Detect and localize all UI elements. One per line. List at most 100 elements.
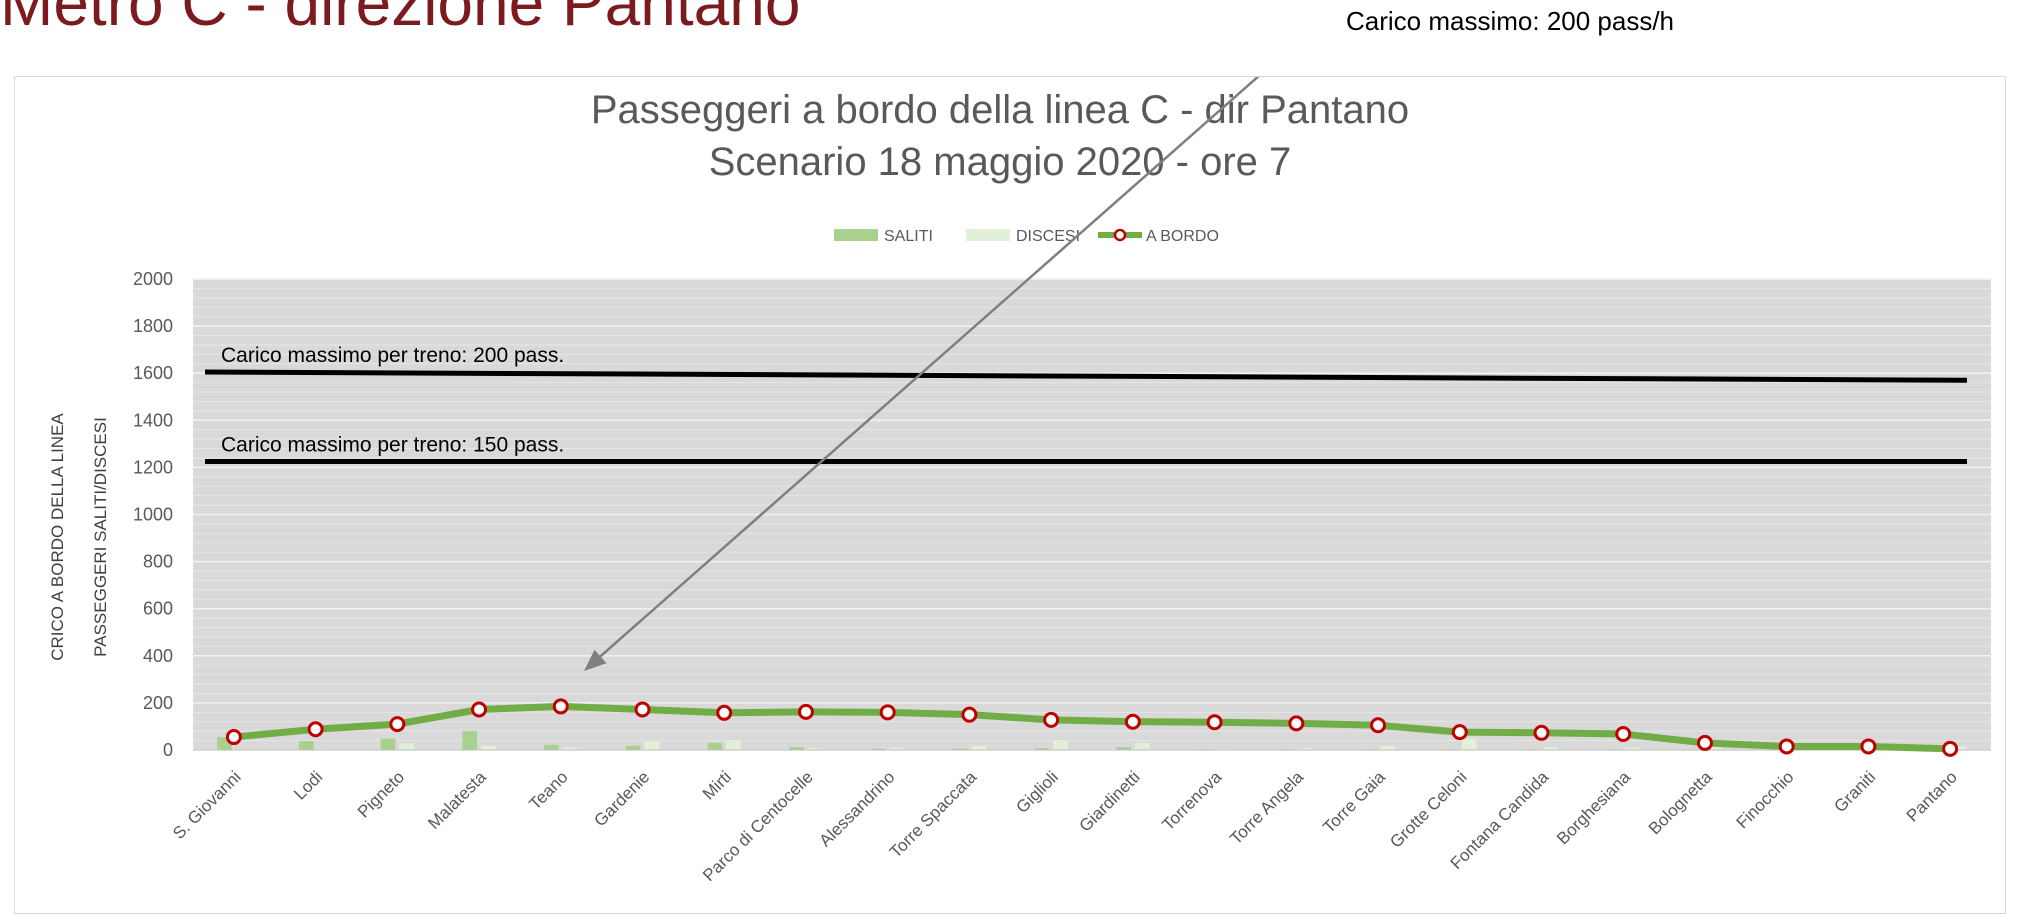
a-bordo-point [307,721,324,738]
a-bordo-point [389,716,406,733]
chart-subtitle: Scenario 18 maggio 2020 - ore 7 [709,140,1292,184]
y-tick-label: 600 [143,599,173,619]
bar-discesi [1053,741,1068,750]
bar-discesi [399,743,415,750]
chart-frame: Passeggeri a bordo della linea C - dir P… [14,76,2006,914]
x-tick-label: Graniti [1830,767,1879,816]
x-tick-label: Grotte Celoni [1386,767,1470,851]
bar-discesi [1461,738,1477,750]
x-tick-label: Torre Spaccata [886,767,981,862]
x-tick-label: Torre Angela [1226,767,1307,848]
a-bordo-point [552,698,569,715]
bar-discesi [1216,748,1232,750]
bar-discesi [889,747,905,750]
x-tick-label: Teano [525,767,571,813]
legend-label-a-bordo: A BORDO [1146,228,1219,245]
x-tick-label: Pigneto [354,767,408,821]
bar-saliti [462,731,478,750]
y-tick-label: 1400 [133,410,173,430]
x-tick-label: Bolognetta [1645,767,1716,838]
a-bordo-point [1615,725,1632,742]
bar-saliti [707,742,723,750]
bar-discesi [807,748,823,750]
x-tick-label: Mirti [699,767,735,803]
x-tick-label: Gardenie [590,767,653,830]
bar-discesi [726,740,741,750]
reference-line-label: Carico massimo per treno: 200 pass. [221,344,564,367]
x-tick-label: Alessandrino [816,767,899,850]
x-tick-label: Malatesta [424,767,490,833]
bar-saliti [789,747,804,750]
a-bordo-point [1778,738,1795,755]
reference-line-label: Carico massimo per treno: 150 pass. [221,434,564,457]
bar-discesi [1134,742,1150,750]
y-tick-label: 1800 [133,316,173,336]
bar-discesi [317,748,333,750]
x-tick-labels: S. Giovanni Lodi Pigneto Malatesta Teano Gard… [169,767,1961,885]
a-bordo-point [716,704,733,721]
legend-swatch-saliti [834,229,878,241]
x-tick-label: Giardinetti [1075,767,1143,835]
y-tick-labels: 0 200 400 600 800 1000 1200 1400 1600 1800 2000 [133,269,173,760]
chart-title: Passeggeri a bordo della linea C - dir P… [591,88,1409,132]
a-bordo-point [1451,724,1468,741]
bar-saliti [298,741,314,750]
reference-line [204,369,1968,383]
bar-discesi [971,745,987,750]
bar-discesi [1625,747,1640,750]
bar-discesi [481,745,496,750]
slide-title: Metro C - direzione Pantano [0,0,801,39]
x-tick-label: Pantano [1903,767,1961,825]
x-tick-label: Giglioli [1012,767,1062,817]
bar-discesi [1543,747,1559,750]
a-bordo-point [1533,724,1550,741]
minor-gridlines [193,287,1991,742]
callout-arrow [584,77,1260,671]
a-bordo-point [1942,740,1959,757]
y-tick-label: 1200 [133,457,173,477]
bar-saliti [625,745,641,750]
y-axis-label-outer: CRICO A BORDO DELLA LINEA [48,413,67,661]
a-bordo-point [1124,713,1141,730]
reference-lines: Carico massimo per treno: 200 pass. Caric… [204,344,1968,465]
a-bordo-point [1860,738,1877,755]
x-tick-label: Torre Gaia [1319,767,1389,837]
a-bordo-point [879,704,896,721]
y-tick-label: 0 [163,740,173,760]
y-tick-label: 800 [143,552,173,572]
legend-label-discesi: DISCESI [1016,228,1080,245]
bar-discesi [1952,746,1967,750]
a-bordo-point [1206,714,1223,731]
bar-discesi [1298,748,1314,750]
bar-saliti [870,748,886,750]
a-bordo-point [1043,711,1060,728]
a-bordo-point [225,729,242,746]
a-bordo-point [634,701,651,718]
bar-discesi [1380,745,1395,750]
a-bordo-point [797,703,814,720]
y-tick-label: 1000 [133,505,173,525]
arrow-shaft [593,77,1260,663]
bar-discesi [562,747,578,750]
x-tick-label: Finocchio [1733,767,1798,832]
y-axis-label-inner: PASSEGGERI SALITI/DISCESI [91,417,110,657]
a-bordo-point [1370,717,1387,734]
a-bordo-point [1696,734,1713,751]
x-tick-label: Torrenova [1159,767,1226,834]
a-bordo-line [233,702,1951,753]
y-tick-label: 200 [143,693,173,713]
bar-saliti [544,744,559,750]
callout-label: Carico massimo: 200 pass/h [1346,6,1675,36]
a-bordo-series [225,698,1959,757]
y-tick-label: 400 [143,646,173,666]
a-bordo-point [1288,715,1305,732]
legend-swatch-discesi [966,229,1010,241]
a-bordo-point [471,701,488,718]
x-tick-label: S. Giovanni [169,767,245,843]
bar-saliti [1116,747,1131,750]
x-tick-label: Borghesiana [1553,767,1634,848]
x-tick-label: Lodi [290,767,326,803]
arrow-head [584,649,607,671]
y-tick-label: 1600 [133,363,173,383]
bar-saliti [952,748,968,750]
